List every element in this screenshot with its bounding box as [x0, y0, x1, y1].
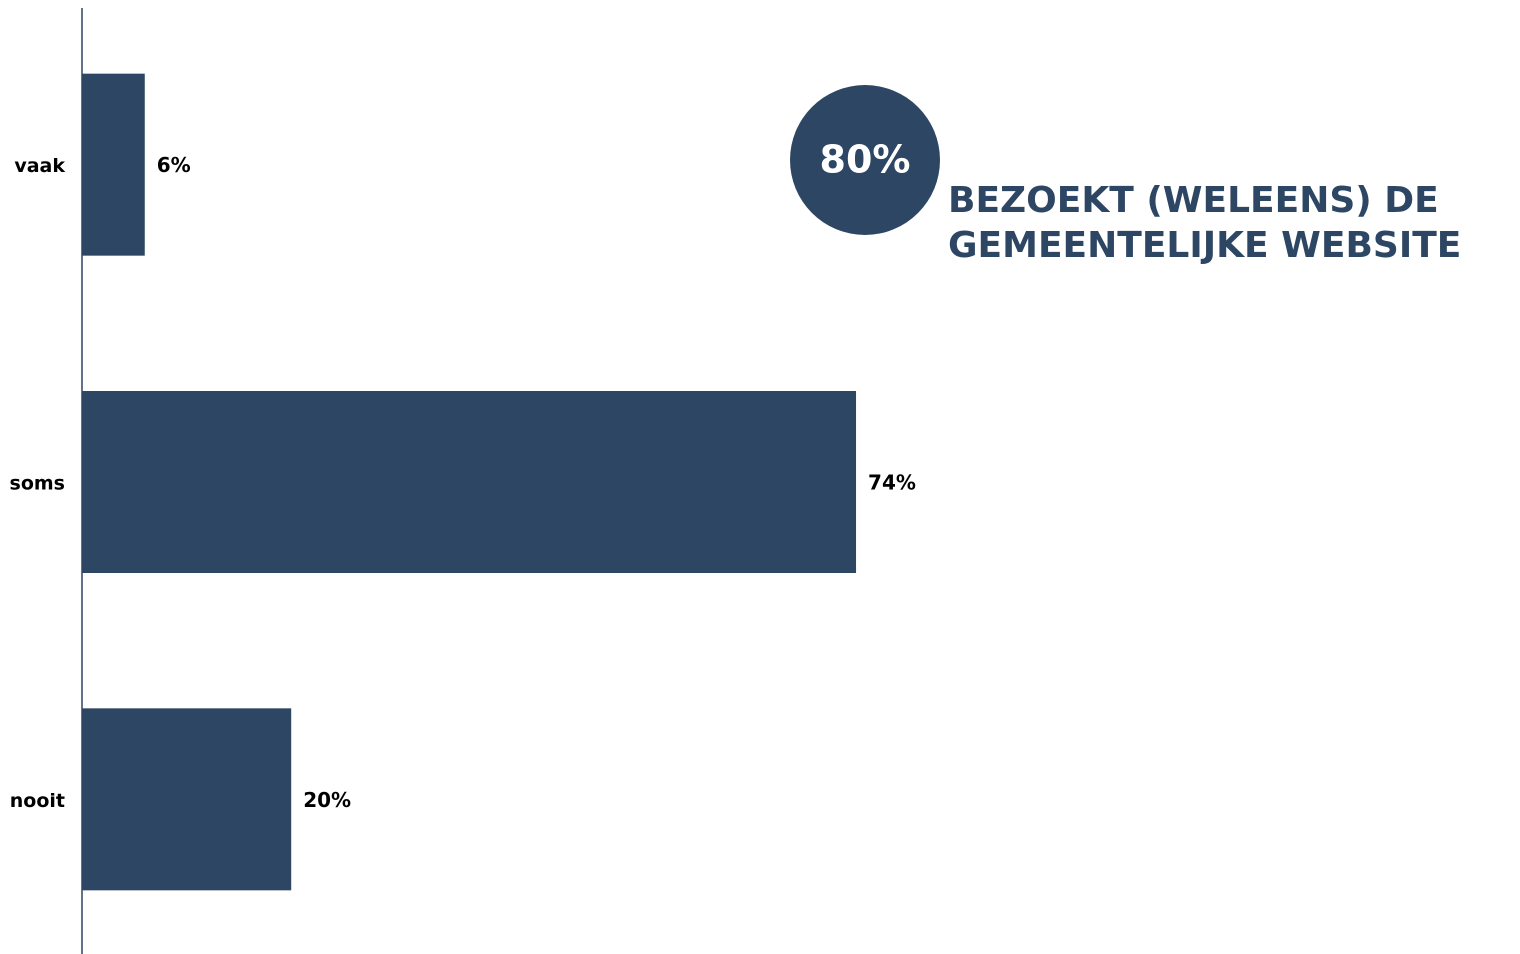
value-label: 74% [868, 471, 916, 495]
highlight-text: BEZOEKT (WELEENS) DE [948, 180, 1439, 221]
value-label: 20% [303, 788, 351, 812]
category-label: vaak [14, 155, 65, 177]
category-label: nooit [10, 790, 65, 812]
highlight-value: 80% [820, 138, 911, 182]
highlight-text: GEMEENTELIJKE WEBSITE [948, 225, 1461, 266]
bar [82, 708, 292, 891]
bar [82, 391, 857, 573]
bar [82, 73, 145, 256]
value-label: 6% [157, 153, 191, 177]
highlight-circle [790, 85, 940, 235]
category-label: soms [10, 473, 65, 495]
